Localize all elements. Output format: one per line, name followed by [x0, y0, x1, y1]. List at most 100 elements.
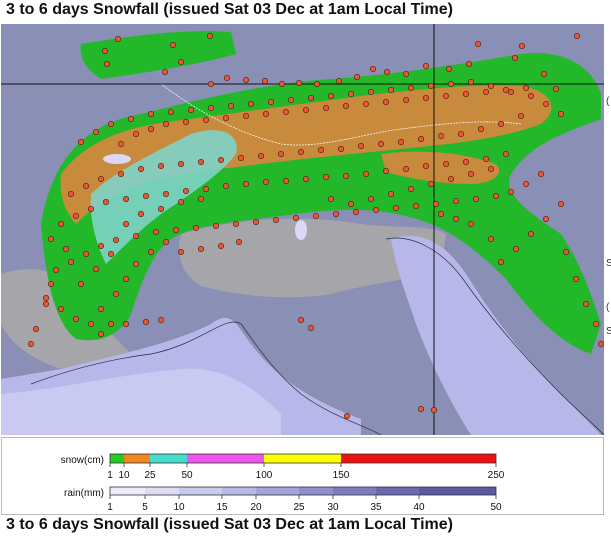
station-marker: [198, 159, 205, 166]
lake: [295, 220, 307, 240]
station-marker: [492, 193, 499, 200]
station-marker: [83, 251, 90, 258]
station-marker: [57, 305, 64, 312]
station-marker: [302, 107, 309, 114]
station-marker: [347, 201, 354, 208]
station-marker: [457, 131, 464, 138]
station-marker: [474, 40, 481, 47]
station-marker: [223, 115, 230, 122]
station-marker: [472, 196, 479, 203]
station-marker: [507, 189, 514, 196]
station-marker: [502, 151, 509, 158]
ligurian-sea: [1, 368, 281, 435]
station-marker: [243, 181, 250, 188]
station-marker: [138, 166, 145, 173]
station-marker: [327, 196, 334, 203]
station-marker: [353, 73, 360, 80]
station-marker: [183, 188, 190, 195]
station-marker: [178, 249, 185, 256]
station-marker: [128, 116, 135, 123]
rain-tick-label: 1: [107, 502, 113, 513]
station-marker: [347, 91, 354, 98]
station-marker: [57, 221, 64, 228]
station-marker: [511, 54, 518, 61]
station-marker: [168, 109, 175, 116]
station-marker: [78, 280, 85, 287]
station-marker: [397, 139, 404, 146]
station-marker: [313, 80, 320, 87]
station-marker: [158, 316, 165, 323]
station-marker: [78, 139, 85, 146]
snow-color-segment: [264, 454, 341, 463]
station-marker: [302, 176, 309, 183]
station-marker: [497, 259, 504, 266]
station-marker: [552, 85, 559, 92]
rain-color-bar: [109, 486, 497, 496]
station-marker: [487, 236, 494, 243]
station-marker: [522, 181, 529, 188]
station-marker: [422, 163, 429, 170]
station-marker: [27, 340, 34, 347]
station-marker: [223, 183, 230, 190]
station-marker: [148, 249, 155, 256]
rain-tick-label: 15: [216, 502, 228, 513]
map-title-top: 3 to 6 days Snowfall (issued Sat 03 Dec …: [6, 1, 453, 18]
station-marker: [442, 93, 449, 100]
station-marker: [108, 251, 115, 258]
station-marker: [377, 141, 384, 148]
station-marker: [257, 153, 264, 160]
station-marker: [278, 80, 285, 87]
station-marker: [213, 223, 220, 230]
station-marker: [103, 199, 110, 206]
station-marker: [236, 239, 243, 246]
station-marker: [537, 171, 544, 178]
station-marker: [93, 129, 100, 136]
station-marker: [342, 103, 349, 110]
station-marker: [173, 227, 180, 234]
station-marker: [123, 320, 130, 327]
station-marker: [292, 215, 299, 222]
edge-fragment: S: [606, 258, 611, 269]
station-marker: [540, 70, 547, 77]
station-marker: [342, 173, 349, 180]
station-marker: [382, 168, 389, 175]
snow-tick-label: 10: [118, 470, 130, 481]
snow-bar-frame: [109, 453, 497, 464]
station-marker: [295, 79, 302, 86]
station-marker: [282, 178, 289, 185]
rain-color-segment: [333, 487, 376, 495]
station-marker: [207, 33, 214, 40]
station-marker: [402, 97, 409, 104]
station-marker: [432, 201, 439, 208]
station-marker: [224, 74, 231, 81]
station-marker: [198, 196, 205, 203]
coastline: [30, 321, 382, 435]
station-marker: [113, 290, 120, 297]
station-marker: [417, 136, 424, 143]
po-valley-plain: [179, 218, 446, 298]
snow-color-segment: [124, 454, 150, 463]
station-marker: [98, 330, 105, 337]
station-marker: [208, 80, 215, 87]
station-marker: [158, 163, 165, 170]
station-marker: [73, 213, 80, 220]
station-marker: [267, 99, 274, 106]
snow-tick-label: 250: [488, 470, 505, 481]
country-border: [160, 83, 522, 146]
northern-forest-strip: [80, 31, 236, 79]
station-marker: [253, 219, 260, 226]
station-marker: [367, 89, 374, 96]
station-marker: [233, 221, 240, 228]
station-marker: [467, 171, 474, 178]
station-marker: [162, 68, 169, 75]
station-marker: [597, 340, 604, 347]
station-marker: [343, 412, 350, 419]
station-marker: [317, 147, 324, 154]
station-marker: [282, 109, 289, 116]
station-marker: [417, 405, 424, 412]
station-marker: [52, 267, 59, 274]
station-marker: [442, 161, 449, 168]
station-marker: [382, 99, 389, 106]
rain-color-segment: [110, 487, 145, 495]
station-marker: [178, 199, 185, 206]
